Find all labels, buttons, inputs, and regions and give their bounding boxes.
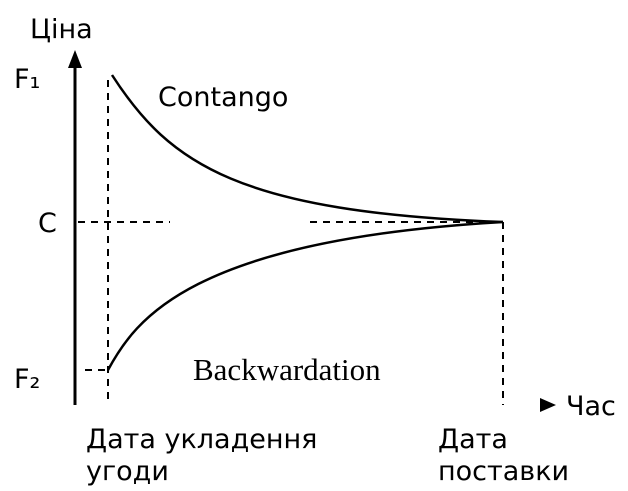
- x-axis-label: Час: [566, 391, 616, 422]
- end-date-label: Дата: [438, 424, 508, 455]
- f2-label: F₂: [14, 364, 40, 395]
- c-label: C: [38, 208, 57, 239]
- start-date-label: угоди: [86, 456, 169, 487]
- y-axis-label: Ціна: [30, 14, 93, 45]
- y-axis-arrow: [68, 50, 82, 68]
- backwardation-curve: [106, 220, 504, 371]
- start-date-label: Дата укладення: [86, 424, 317, 455]
- end-date-label: поставки: [438, 456, 569, 487]
- contango-curve: [110, 74, 504, 224]
- contango-label: Contango: [158, 82, 288, 113]
- f1-label: F₁: [14, 64, 40, 95]
- backwardation-label: Backwardation: [193, 352, 381, 387]
- x-axis-arrow: [540, 398, 556, 412]
